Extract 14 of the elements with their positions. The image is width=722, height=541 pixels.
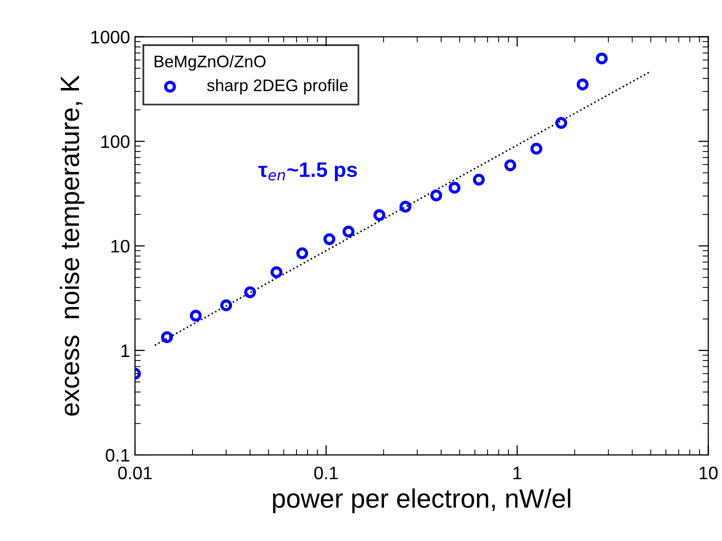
y-tick-label: 1000 [91,30,130,44]
legend-label: sharp 2DEG profile [207,78,348,95]
y-tick-label: 10 [111,240,130,253]
y-tick-label: 100 [101,135,130,148]
x-axis-title: power per electron, nW/el [273,488,570,514]
y-axis-title: excess noise temperature, K [60,75,84,416]
x-tick-label: 0.1 [314,466,338,480]
annotation: τ$_{en}$~1.5 ps [258,162,357,182]
x-tick-label: 1 [514,466,522,480]
y-tick-label: 0.1 [106,448,130,462]
x-tick-label: 0.01 [118,466,152,480]
legend-title: BeMgZnO/ZnO [154,55,266,71]
y-tick-label: 1 [121,344,130,357]
x-tick-label: 10 [700,466,718,480]
